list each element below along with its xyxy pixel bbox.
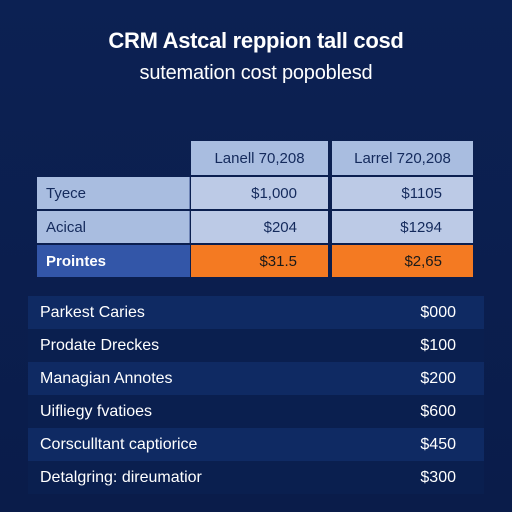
list-item: Corsculltant captiorice $450 [28,428,484,461]
list-item-label: Prodate Dreckes [40,336,160,354]
table-cell-value: $1105 [332,177,473,209]
page-subtitle: sutemation cost popoblesd [139,62,373,84]
list-item: Managian Annotes $200 [28,362,484,395]
column-header-1: Lanell 70,208 [191,141,328,175]
column-header-2: Larrel 720,208 [332,141,473,175]
table-row-label: Tyece [37,177,190,209]
list-item: Uifliegy fvatioes $600 [28,395,484,428]
table-row-label-highlight: Prointes [37,245,190,277]
page-title: CRM Astcal reppion tall cosd [108,28,404,53]
cost-list: Parkest Caries $000 Prodate Dreckes $100… [28,296,484,494]
table-cell-value-highlight: $31.5 [191,245,328,277]
list-item-label: Uifliegy fvatioes [40,402,153,420]
list-item-value: $600 [420,402,456,420]
list-item-value: $200 [420,369,456,387]
list-item-label: Detalgring: direumatior [40,468,202,486]
list-item: Detalgring: direumatior $300 [28,461,484,494]
list-item-value: $450 [420,435,456,453]
table-cell-value: $204 [191,211,328,243]
list-item-label: Parkest Caries [40,303,145,321]
list-item: Prodate Dreckes $100 [28,329,484,362]
table-cell-value: $1,000 [191,177,328,209]
list-item-value: $000 [420,303,456,321]
list-item-value: $100 [420,336,456,354]
table-cell-value: $1294 [332,211,473,243]
list-item: Parkest Caries $000 [28,296,484,329]
table-cell-value-highlight: $2,65 [332,245,473,277]
list-item-label: Managian Annotes [40,369,173,387]
table-row-label: Acical [37,211,190,243]
list-item-value: $300 [420,468,456,486]
list-item-label: Corsculltant captiorice [40,435,198,453]
comparison-table: Lanell 70,208 Larrel 720,208 Tyece $1,00… [37,141,473,277]
